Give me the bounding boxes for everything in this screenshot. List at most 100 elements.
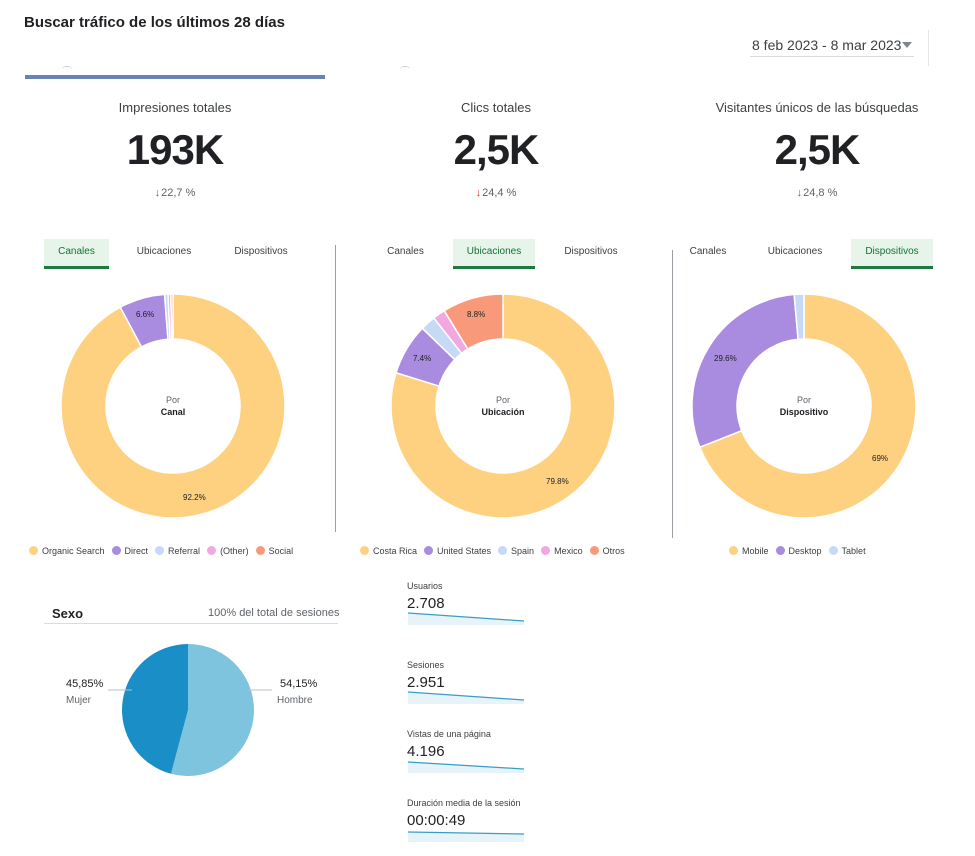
kpi-value-visitors: 2,5K [774, 126, 861, 173]
gender-male-label: Hombre [277, 695, 313, 706]
legend-dot [775, 546, 785, 555]
donut-center-value: Ubicación [481, 407, 525, 417]
date-underline [750, 56, 914, 57]
legend-item[interactable]: Costa Rica [360, 546, 417, 556]
legend-dot [155, 546, 165, 555]
pie-slice-mujer[interactable] [122, 644, 188, 774]
legend-item[interactable]: Direct [111, 546, 148, 556]
legend-item[interactable]: Tablet [828, 546, 866, 556]
kpi-delta-visitors: ↓24,8 % [796, 187, 838, 199]
metric-label-avg-duration: Duración media de la sesión [407, 798, 521, 808]
tab-ubicaciones[interactable]: Ubicaciones [453, 239, 535, 269]
metric-label-pageviews: Vistas de una página [407, 729, 491, 739]
sparkline-avg-duration [407, 831, 525, 842]
legend-locations: Costa Rica United States Spain Mexico Otros [360, 546, 632, 556]
tab-ubicaciones[interactable]: Ubicaciones [136, 246, 192, 257]
gender-title: Sexo [52, 606, 84, 621]
tab-dispositivos[interactable]: Dispositivos [234, 246, 288, 257]
tab-canales[interactable]: Canales [689, 246, 727, 257]
legend-channels: Organic Search Direct Referral (Other) Socia… [29, 546, 300, 556]
legend-dot [589, 546, 599, 555]
panel-divider [672, 250, 673, 538]
faded-icon [400, 66, 410, 72]
pct-label-otros: 8.8% [467, 310, 486, 319]
legend-dot [541, 546, 551, 555]
gender-female-pct: 45,85% [66, 678, 104, 690]
pct-label-desktop: 29.6% [714, 354, 737, 363]
donut-slice-desktop[interactable] [691, 293, 799, 449]
kpi-delta-impressions: ↓22,7 % [154, 187, 196, 199]
legend-devices: Mobile Desktop Tablet [729, 546, 873, 556]
date-range-selector[interactable]: 8 feb 2023 - 8 mar 2023 [752, 37, 902, 53]
legend-dot [111, 546, 121, 555]
active-tab-indicator [25, 75, 325, 79]
legend-item[interactable]: United States [424, 546, 491, 556]
kpi-label-visitors: Visitantes únicos de las búsquedas [715, 100, 919, 115]
metric-value-pageviews: 4.196 [407, 743, 445, 760]
sparkline-users [407, 612, 525, 625]
legend-dot [29, 546, 38, 555]
legend-item[interactable]: Mobile [729, 546, 769, 556]
tab-canales[interactable]: Canales [387, 246, 424, 257]
donut-charts [60, 293, 917, 519]
donut-slice-social[interactable] [170, 293, 174, 340]
legend-item[interactable]: (Other) [207, 546, 249, 556]
gender-pie-chart [108, 644, 272, 776]
donut-slice-organic-search[interactable] [60, 293, 286, 519]
legend-dot [255, 546, 265, 555]
donut-slice-tablet[interactable] [793, 293, 805, 341]
metric-label-users: Usuarios [407, 581, 443, 591]
gender-male-pct: 54,15% [280, 678, 318, 690]
legend-dot [828, 546, 838, 555]
legend-dot [360, 546, 369, 555]
sparkline-pageviews [407, 761, 525, 773]
legend-item[interactable]: Mexico [541, 546, 583, 556]
legend-dot [729, 546, 738, 555]
tab-ubicaciones[interactable]: Ubicaciones [767, 246, 823, 257]
tab-dispositivos[interactable]: Dispositivos [851, 239, 933, 269]
donut-slice-mobile[interactable] [698, 293, 917, 519]
page-title: Buscar tráfico de los últimos 28 días [24, 14, 285, 31]
divider [928, 30, 929, 66]
donut-slice-otros[interactable] [443, 293, 504, 351]
gender-subtitle: 100% del total de sesiones [208, 607, 340, 619]
pct-label-organic: 92.2% [183, 493, 206, 502]
legend-item[interactable]: Organic Search [29, 546, 105, 556]
arrow-down-icon: ↓ [796, 187, 803, 199]
pie-slice-hombre[interactable] [170, 644, 255, 776]
kpi-value-impressions: 193K [126, 126, 224, 173]
metric-label-sessions: Sesiones [407, 660, 445, 670]
panel-divider [335, 245, 336, 532]
gender-female-label: Mujer [66, 695, 92, 706]
kpi-delta-clicks: ↓24,4 % [475, 187, 517, 199]
legend-item[interactable]: Otros [589, 546, 625, 556]
pct-label-united-states: 7.4% [413, 354, 432, 363]
legend-item[interactable]: Referral [155, 546, 200, 556]
legend-dot [207, 546, 217, 555]
pct-label-mobile: 69% [872, 454, 889, 463]
faded-icon [62, 66, 72, 72]
divider [44, 623, 338, 624]
legend-item[interactable]: Social [255, 546, 293, 556]
kpi-label-clicks: Clics totales [460, 100, 532, 115]
arrow-down-icon: ↓ [475, 187, 482, 199]
arrow-down-icon: ↓ [154, 187, 161, 199]
kpi-value-clicks: 2,5K [453, 126, 540, 173]
pct-label-costa-rica: 79.8% [546, 477, 569, 486]
metric-value-users: 2.708 [407, 595, 445, 612]
chevron-down-icon[interactable] [902, 42, 912, 48]
donut-slice-costa-rica[interactable] [390, 293, 616, 519]
donut-center-label: Por [165, 395, 180, 405]
legend-item[interactable]: Desktop [775, 546, 822, 556]
tab-canales[interactable]: Canales [44, 239, 109, 269]
legend-dot [424, 546, 434, 555]
donut-center-value: Dispositivo [779, 407, 829, 417]
tab-dispositivos[interactable]: Dispositivos [564, 246, 618, 257]
sparkline-sessions [407, 691, 525, 704]
donut-center-label: Por [796, 395, 811, 405]
donut-center-value: Canal [160, 407, 186, 417]
pct-label-direct: 6.6% [136, 310, 155, 319]
metric-value-avg-duration: 00:00:49 [407, 812, 466, 829]
kpi-label-impressions: Impresiones totales [118, 100, 232, 115]
legend-item[interactable]: Spain [498, 546, 534, 556]
